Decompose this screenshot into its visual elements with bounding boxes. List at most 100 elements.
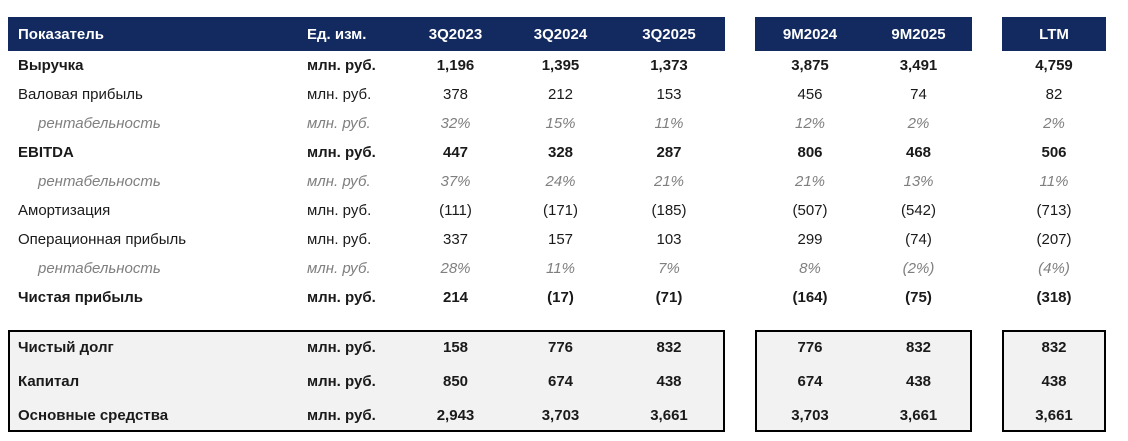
- column-gap: [725, 283, 755, 312]
- value-cell: 11%: [546, 260, 575, 277]
- value-cell: 2%: [1043, 115, 1065, 132]
- table-row: EBITDA млн. руб. 447 328 287 806 468 506: [8, 138, 1128, 167]
- row-label: Чистая прибыль: [18, 289, 143, 306]
- value-cell: (74): [905, 231, 932, 248]
- income-rows: Выручка млн. руб. 1,196 1,395 1,373 3,875 3,49…: [8, 51, 1128, 312]
- value-cell: 447: [442, 144, 469, 161]
- row-label: EBITDA: [18, 144, 74, 161]
- row-label: Операционная прибыль: [18, 231, 187, 248]
- table-row: Валовая прибыль млн. руб. 378 212 153 456 74 82: [8, 80, 1128, 109]
- value-cell: 832: [905, 338, 932, 356]
- table-row: Амортизация млн. руб. (111) (171) (185) (507)…: [8, 196, 1128, 225]
- value-cell: 15%: [545, 115, 576, 132]
- value-cell: 153: [656, 86, 682, 103]
- value-cell: 13%: [903, 173, 934, 190]
- value-cell: (2%): [902, 260, 935, 277]
- row-unit: млн. руб.: [307, 289, 376, 306]
- value-cell: 103: [656, 231, 682, 248]
- table-row: Капитал млн. руб. 850 674 438 674 438 438: [8, 364, 1106, 398]
- value-cell: 328: [547, 144, 574, 161]
- row-label: Основные средства: [18, 406, 169, 424]
- value-cell: 2%: [907, 115, 930, 132]
- value-cell: 3,661: [899, 406, 938, 424]
- row-unit: млн. руб.: [307, 260, 371, 277]
- column-gap: [725, 138, 755, 167]
- value-cell: 3,703: [541, 406, 580, 424]
- value-cell: 11%: [654, 115, 684, 132]
- value-cell: 468: [905, 144, 932, 161]
- row-unit: млн. руб.: [307, 202, 372, 219]
- column-gap: [972, 167, 1002, 196]
- value-cell: 21%: [653, 173, 685, 190]
- column-gap: [972, 254, 1002, 283]
- row-unit: млн. руб.: [307, 372, 376, 390]
- balance-box-ltm: [1002, 330, 1106, 432]
- column-gap: [725, 398, 755, 432]
- value-cell: (207): [1036, 231, 1072, 248]
- balance-section: Чистый долг млн. руб. 158 776 832 776 832 832 Ка…: [8, 330, 1106, 432]
- row-unit: млн. руб.: [307, 115, 371, 132]
- column-gap: [725, 17, 755, 51]
- value-cell: (185): [651, 202, 687, 219]
- value-cell: 3,491: [899, 57, 938, 74]
- value-cell: 832: [1041, 338, 1067, 356]
- column-gap: [725, 196, 755, 225]
- value-cell: (4%): [1038, 260, 1070, 277]
- value-cell: (75): [905, 289, 932, 306]
- balance-rows: Чистый долг млн. руб. 158 776 832 776 832 832 Ка…: [8, 330, 1106, 432]
- value-cell: 3,661: [650, 406, 688, 424]
- value-cell: 806: [797, 144, 823, 161]
- header-period-1: 9M2024: [755, 17, 865, 51]
- table-header-row: Показатель Ед. изм. 3Q2023 3Q2024 3Q2025…: [8, 17, 1128, 51]
- column-gap: [972, 196, 1002, 225]
- value-cell: 157: [547, 231, 574, 248]
- row-label: рентабельность: [38, 173, 161, 190]
- header-indicator: Показатель: [8, 17, 305, 51]
- row-label: рентабельность: [38, 260, 161, 277]
- value-cell: (164): [792, 289, 828, 306]
- header-quarter-3: 3Q2025: [613, 17, 725, 51]
- value-cell: 1,395: [541, 57, 580, 74]
- column-gap: [725, 225, 755, 254]
- row-label: рентабельность: [38, 115, 161, 132]
- table-row: Основные средства млн. руб. 2,943 3,703 3,66…: [8, 398, 1106, 432]
- header-quarter-2: 3Q2024: [508, 17, 613, 51]
- table-row: рентабельность млн. руб. 28% 11% 7% 8% (2%) (4%…: [8, 254, 1128, 283]
- value-cell: 2,943: [436, 406, 475, 424]
- value-cell: 3,661: [1035, 406, 1073, 424]
- row-unit: млн. руб.: [307, 338, 376, 356]
- header-quarter-1: 3Q2023: [403, 17, 508, 51]
- column-gap: [972, 17, 1002, 51]
- value-cell: 8%: [799, 260, 821, 277]
- value-cell: 674: [547, 372, 574, 390]
- table-row: рентабельность млн. руб. 32% 15% 11% 12% 2% 2%: [8, 109, 1128, 138]
- value-cell: (318): [1036, 289, 1072, 306]
- header-unit: Ед. изм.: [305, 17, 403, 51]
- column-gap: [725, 254, 755, 283]
- value-cell: 212: [547, 86, 574, 103]
- value-cell: 438: [1041, 372, 1067, 390]
- value-cell: 28%: [440, 260, 471, 277]
- row-label: Амортизация: [18, 202, 111, 219]
- value-cell: 776: [797, 338, 823, 356]
- column-gap: [972, 364, 1002, 398]
- value-cell: 337: [442, 231, 469, 248]
- value-cell: 438: [905, 372, 932, 390]
- table-row: Чистая прибыль млн. руб. 214 (17) (71) (164) (…: [8, 283, 1128, 312]
- table-row: Выручка млн. руб. 1,196 1,395 1,373 3,875 3,49…: [8, 51, 1128, 80]
- value-cell: 3,875: [791, 57, 829, 74]
- value-cell: 506: [1041, 144, 1067, 161]
- value-cell: (713): [1036, 202, 1072, 219]
- value-cell: 37%: [440, 173, 471, 190]
- balance-box-periods: [755, 330, 972, 432]
- row-unit: млн. руб.: [307, 406, 376, 424]
- value-cell: (111): [439, 202, 472, 219]
- table-row: Операционная прибыль млн. руб. 337 157 103 29…: [8, 225, 1128, 254]
- value-cell: (507): [792, 202, 828, 219]
- value-cell: 7%: [658, 260, 680, 277]
- row-label: Валовая прибыль: [18, 86, 143, 103]
- value-cell: 287: [656, 144, 682, 161]
- column-gap: [725, 364, 755, 398]
- value-cell: 12%: [794, 115, 826, 132]
- value-cell: 776: [547, 338, 574, 356]
